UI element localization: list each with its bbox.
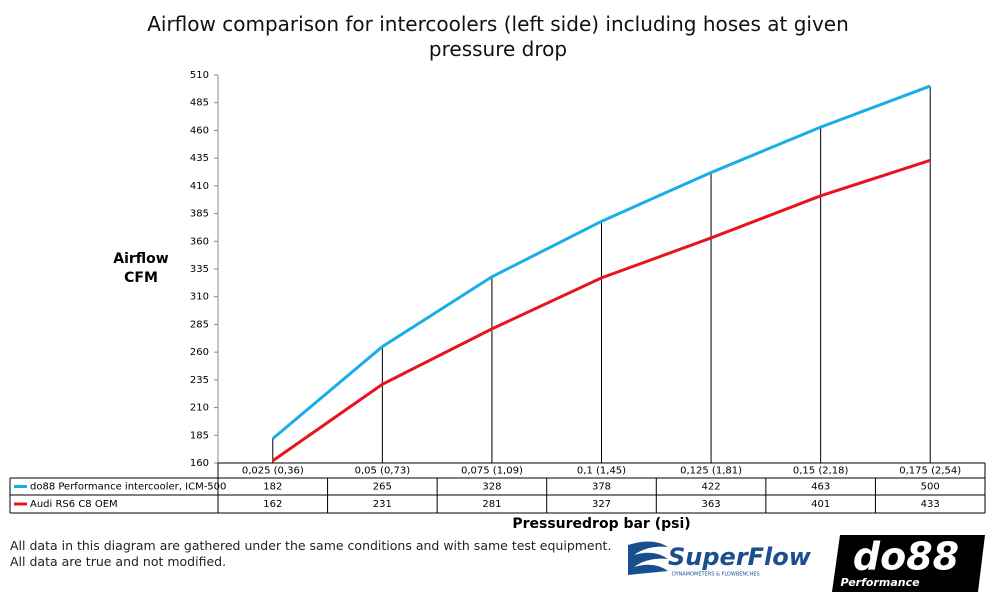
y-tick-label: 285	[190, 319, 209, 330]
x-tick-label: 0,075 (1,09)	[461, 466, 523, 477]
note: All data in this diagram are gathered un…	[10, 538, 612, 553]
y-tick-label: 260	[190, 347, 209, 358]
y-tick-label: 160	[190, 458, 209, 469]
note: All data are true and not modified.	[10, 554, 227, 569]
table-value: 182	[263, 482, 282, 493]
do88-logo: do88 Performance	[832, 535, 985, 592]
logo-sub: Performance	[840, 576, 920, 589]
table-value: 162	[263, 499, 282, 510]
x-axis-label: Pressuredrop bar (psi)	[512, 516, 691, 532]
series-line	[271, 84, 931, 440]
y-tick-label: 235	[190, 375, 209, 386]
x-tick-label: 0,1 (1,45)	[577, 466, 626, 477]
y-tick-label: 510	[190, 70, 209, 81]
table-value: 327	[592, 499, 611, 510]
series-line	[271, 158, 931, 463]
table-value: 500	[921, 482, 940, 493]
table-value: 265	[373, 482, 392, 493]
logo-text: do88	[853, 535, 959, 579]
y-tick-label: 410	[190, 181, 209, 192]
y-tick-label: 210	[190, 403, 209, 414]
y-axis-label: Airflow CFM	[113, 251, 169, 286]
table-value: 231	[373, 499, 392, 510]
table-value: 281	[482, 499, 501, 510]
legend-label: Audi RS6 C8 OEM	[30, 499, 118, 510]
y-tick-label: 335	[190, 264, 209, 275]
chart-title: Airflow comparison for intercoolers (lef…	[147, 12, 849, 61]
y-tick-label: 360	[190, 236, 209, 247]
y-tick-label: 310	[190, 292, 209, 303]
logo-text: SuperFlow	[668, 543, 812, 571]
x-tick-label: 0,175 (2,54)	[899, 466, 961, 477]
logo-icon	[628, 541, 668, 575]
table-value: 433	[921, 499, 940, 510]
table-value: 378	[592, 482, 611, 493]
table-value: 328	[482, 482, 501, 493]
legend-label: do88 Performance intercooler, ICM-500	[30, 482, 226, 493]
y-tick-label: 185	[190, 430, 209, 441]
y-tick-label: 460	[190, 125, 209, 136]
superflow-logo: SuperFlow DYNAMOMETERS & FLOWBENCHES	[628, 541, 812, 578]
x-tick-label: 0,15 (2,18)	[793, 466, 849, 477]
y-tick-label: 385	[190, 209, 209, 220]
table-value: 363	[702, 499, 721, 510]
x-tick-label: 0,025 (0,36)	[242, 466, 304, 477]
x-tick-label: 0,05 (0,73)	[355, 466, 411, 477]
table-value: 422	[702, 482, 721, 493]
logo-box	[832, 535, 985, 592]
y-tick-label: 435	[190, 153, 209, 164]
x-tick-label: 0,125 (1,81)	[680, 466, 742, 477]
table-value: 401	[811, 499, 830, 510]
logo-tagline: DYNAMOMETERS & FLOWBENCHES	[672, 572, 760, 578]
table-value: 463	[811, 482, 830, 493]
y-tick-label: 485	[190, 98, 209, 109]
